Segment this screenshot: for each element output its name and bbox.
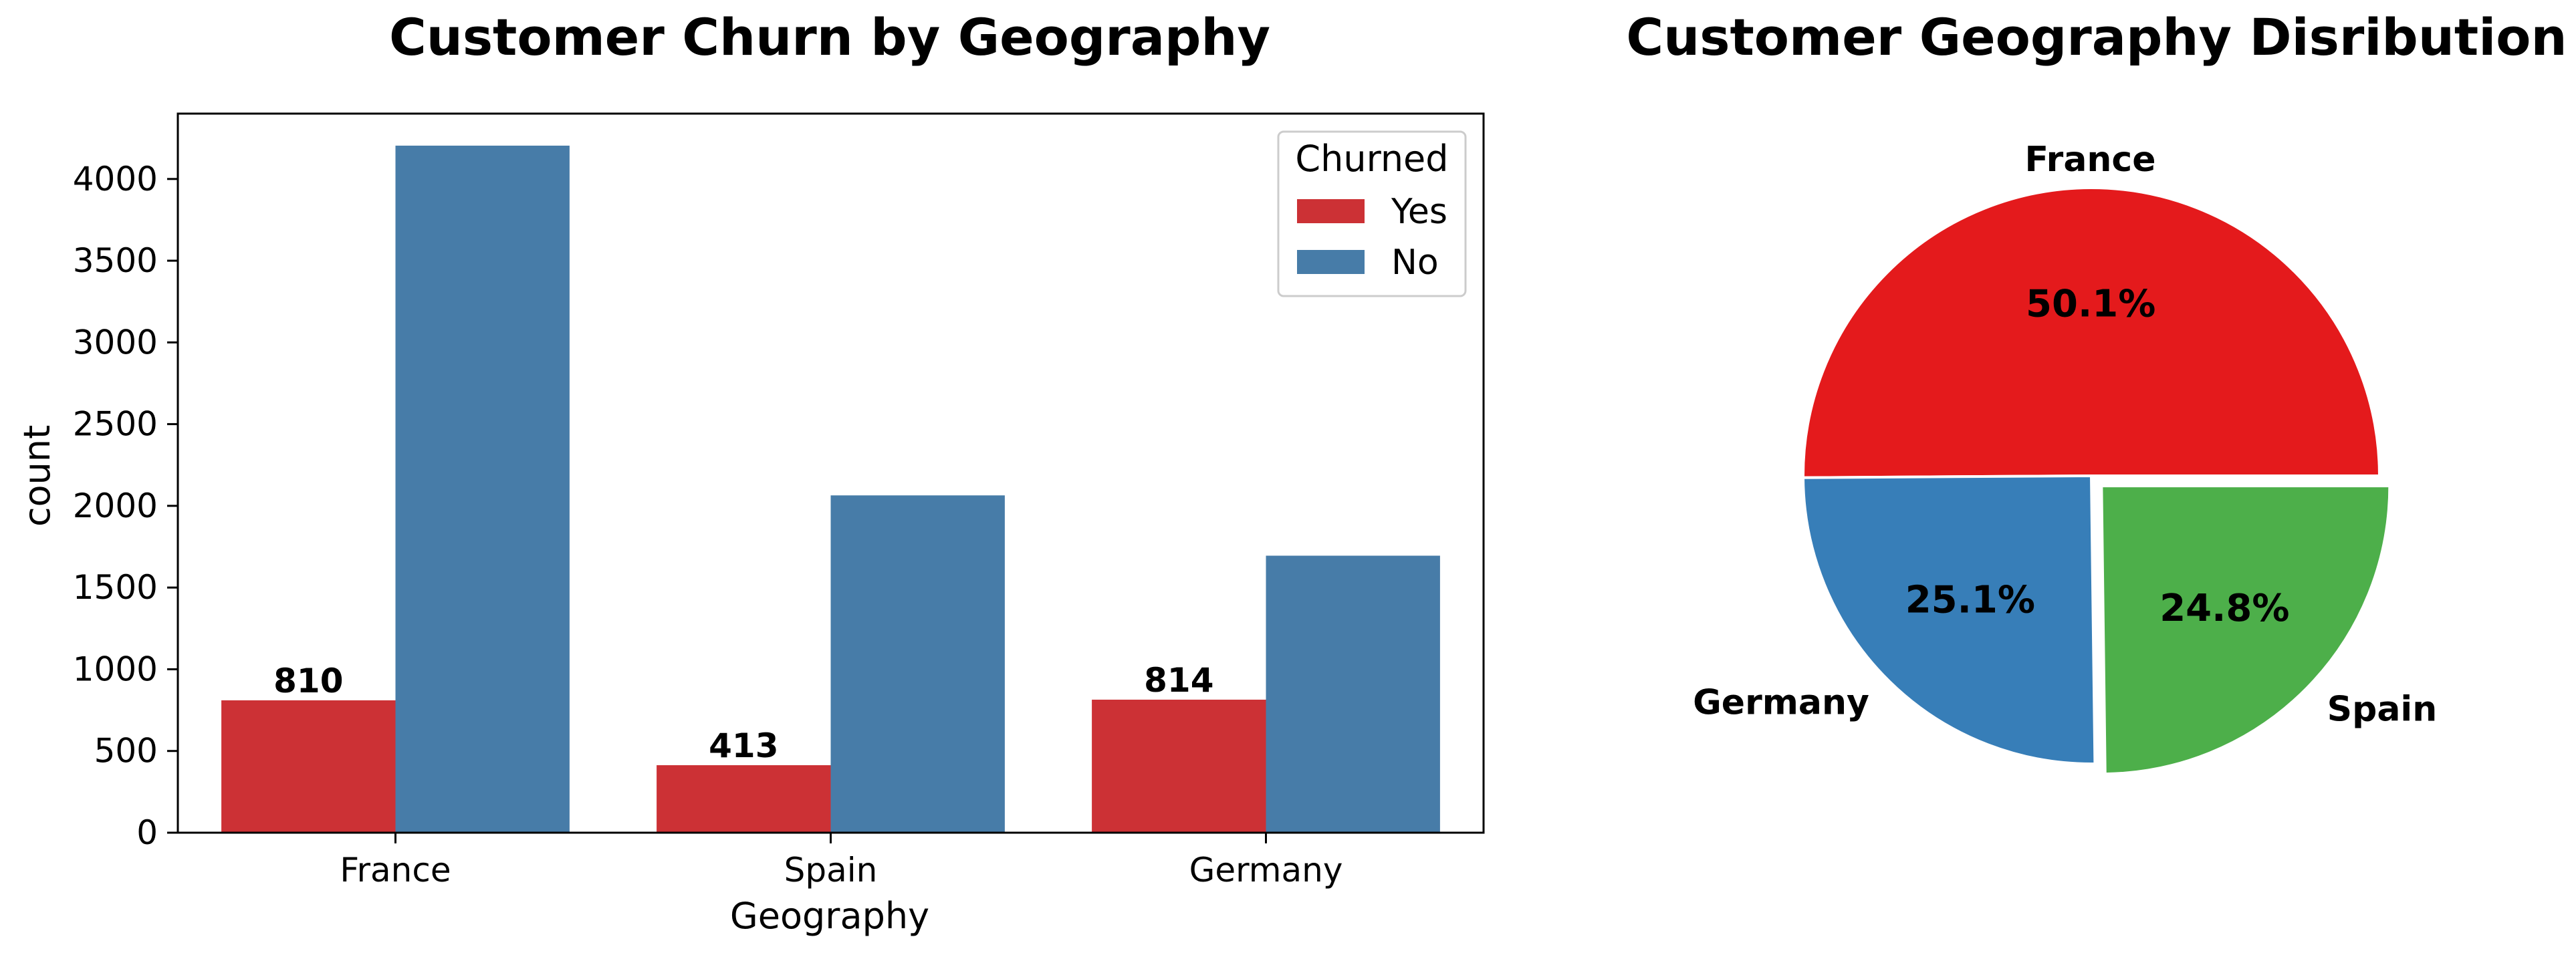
y-tick-label: 3000: [73, 323, 158, 362]
bar-value-label: 413: [709, 726, 778, 765]
legend-swatch-yes: [1297, 199, 1365, 223]
bar-yes-france: [221, 700, 396, 833]
y-tick-label: 500: [94, 732, 158, 771]
pie-percent-germany: 25.1%: [1905, 579, 2035, 622]
y-tick-label: 4000: [73, 160, 158, 198]
bar-no-france: [395, 145, 570, 833]
bar-value-labels: 810 413 814: [273, 661, 1213, 765]
legend-label-no: No: [1391, 243, 1439, 283]
x-axis-ticks: France Spain Germany: [340, 833, 1342, 890]
bar-no-spain: [830, 495, 1005, 833]
pie-slice-germany: [1801, 474, 2097, 765]
churn-bar-chart: Customer Churn by Geography 0 500 1000 1500…: [16, 7, 1485, 937]
bar-value-label: 810: [273, 662, 343, 700]
y-tick-label: 1500: [73, 568, 158, 607]
geography-pie-chart: Customer Geography Disribution France 50.…: [1626, 7, 2567, 776]
legend-swatch-no: [1297, 250, 1365, 274]
x-tick-label: Germany: [1189, 851, 1343, 890]
legend: Churned Yes No: [1277, 130, 1467, 297]
y-tick-label: 3500: [73, 241, 158, 280]
bar-yes-spain: [657, 765, 831, 833]
y-axis-ticks: 0 500 1000 1500 2000 2500 3000 3500 4000: [73, 160, 178, 852]
pie-label-spain: Spain: [2327, 689, 2438, 729]
x-tick-label: Spain: [784, 851, 878, 890]
pie-label-germany: Germany: [1693, 682, 1869, 722]
pie-chart-title: Customer Geography Disribution: [1626, 7, 2567, 67]
y-tick-label: 1000: [73, 650, 158, 688]
pie-slices: [1801, 186, 2391, 776]
pie-percent-france: 50.1%: [2026, 282, 2155, 325]
pie-label-france: France: [2024, 140, 2155, 180]
y-tick-label: 2000: [73, 487, 158, 525]
bar-no-germany: [1266, 555, 1440, 833]
pie-slice-spain: [2100, 485, 2391, 776]
legend-label-yes: Yes: [1391, 192, 1447, 232]
bar-plot-frame: [177, 112, 1485, 834]
pie-labels: France 50.1% Germany 25.1% Spain 24.8%: [1693, 140, 2437, 729]
bar-yes-germany: [1092, 699, 1266, 833]
legend-title: Churned: [1295, 138, 1448, 180]
y-tick-label: 2500: [73, 405, 158, 444]
y-axis-label: count: [16, 425, 58, 527]
bar-value-label: 814: [1144, 661, 1213, 700]
pie-slice-france: [1802, 186, 2381, 479]
bars: [221, 145, 1440, 833]
x-axis-label: Geography: [730, 895, 929, 937]
bar-chart-title: Customer Churn by Geography: [389, 7, 1270, 67]
y-tick-label: 0: [136, 813, 158, 852]
x-tick-label: France: [340, 851, 451, 890]
pie-percent-spain: 24.8%: [2159, 587, 2289, 630]
